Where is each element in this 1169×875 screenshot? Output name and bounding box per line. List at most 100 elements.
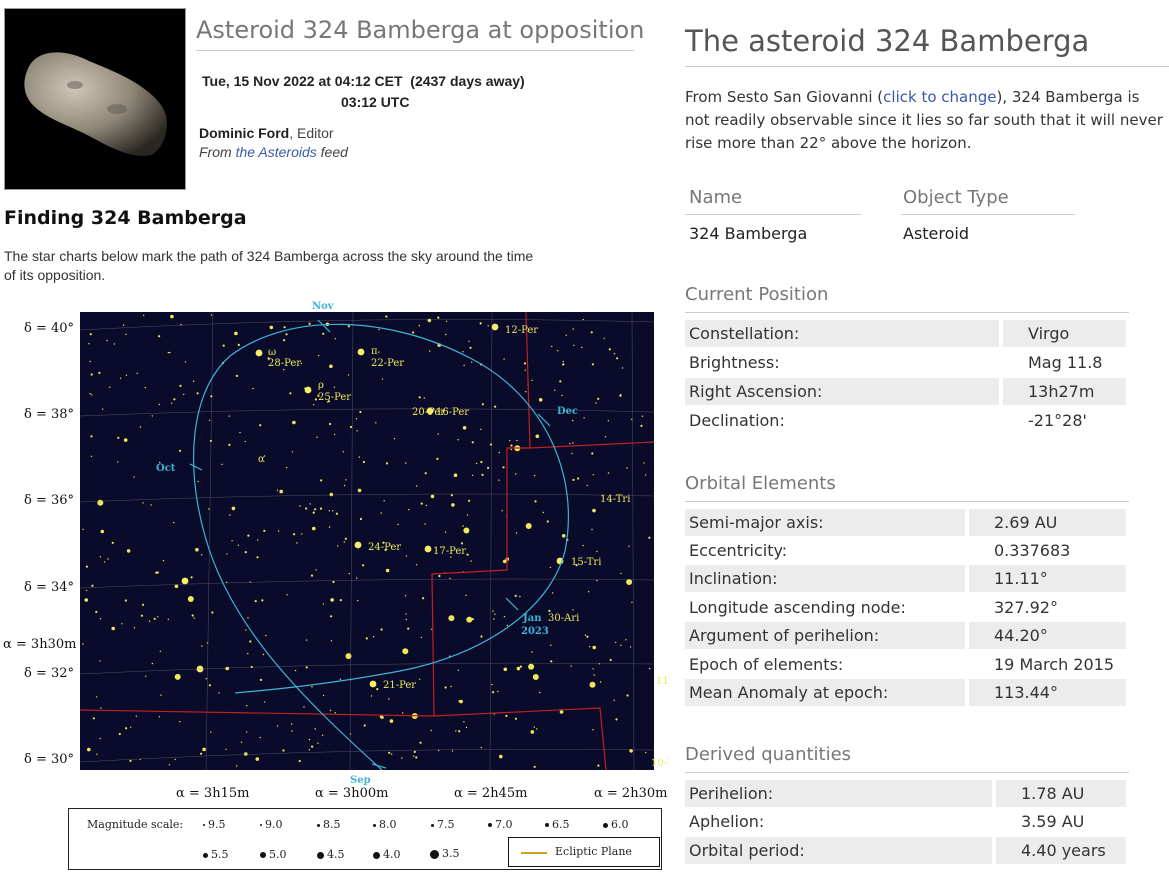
star (487, 325, 489, 327)
constellation-link[interactable]: Virgo (1028, 324, 1070, 343)
title-divider (196, 50, 634, 51)
star (317, 394, 320, 397)
star (225, 666, 230, 671)
star (308, 322, 311, 325)
star (533, 474, 536, 477)
star (519, 665, 523, 668)
star (561, 534, 566, 538)
star (339, 599, 342, 602)
star (320, 479, 323, 482)
star (311, 686, 313, 688)
star (645, 751, 647, 754)
star (239, 431, 241, 434)
star (402, 648, 409, 655)
mag-value: 6.5 (552, 818, 570, 831)
star-label-21-per: 21-Per (383, 680, 416, 691)
star (510, 448, 512, 451)
mag-value: 5.0 (269, 848, 287, 861)
mag-value: 7.0 (495, 818, 513, 831)
asteroid-thumbnail[interactable] (4, 8, 186, 190)
star (626, 467, 628, 469)
star (390, 753, 393, 755)
star (90, 373, 93, 376)
star (581, 346, 583, 349)
star (183, 393, 185, 396)
star (257, 539, 259, 541)
star (388, 698, 390, 700)
star (469, 346, 472, 349)
star (643, 462, 645, 464)
star (88, 343, 90, 345)
star (505, 714, 508, 717)
mag-7-0: 7.0 (488, 818, 513, 831)
star (89, 360, 91, 363)
star (337, 545, 339, 547)
star (437, 749, 440, 752)
mag-value: 4.0 (383, 848, 401, 861)
star (471, 618, 474, 621)
days-away: (2437 days away) (410, 73, 525, 89)
star (303, 706, 305, 708)
star (126, 549, 131, 553)
orbit-row-longitude-node: Longitude ascending node: 327.92° (685, 594, 1126, 621)
star-label-omega: ω (268, 347, 276, 358)
star (125, 727, 128, 730)
star (389, 719, 394, 723)
star (305, 666, 308, 669)
star (525, 523, 532, 529)
star (422, 597, 425, 600)
star (179, 449, 182, 452)
star (592, 474, 594, 476)
star (514, 717, 518, 720)
star (236, 765, 238, 767)
star (572, 609, 574, 611)
star (549, 566, 552, 569)
star (640, 424, 643, 427)
mag-dot (203, 824, 205, 826)
star (237, 544, 239, 546)
star (465, 594, 467, 597)
star (235, 374, 238, 377)
star (412, 331, 415, 334)
star (420, 502, 423, 505)
star (308, 749, 311, 751)
star (321, 734, 324, 736)
star (133, 627, 136, 629)
change-location-link[interactable]: click to change (883, 88, 997, 106)
row-label: Semi-major axis: (689, 513, 824, 532)
mag-dot (430, 849, 439, 859)
feed-prefix: From (199, 144, 236, 160)
star (559, 710, 564, 714)
star (592, 729, 594, 731)
star (174, 673, 181, 680)
editor-name[interactable]: Dominic Ford (199, 125, 290, 141)
star (528, 663, 535, 670)
star (100, 707, 102, 709)
star (603, 337, 605, 339)
orbit-row-semi-major-axis: Semi-major axis: 2.69 AU (685, 509, 1126, 536)
row-value: 327.92° (994, 598, 1058, 617)
star (261, 599, 264, 602)
star (539, 691, 541, 694)
star-chart[interactable]: ω 28-Per π 22-Per ρ 25-Per 20-Per 16-Per… (0, 296, 668, 800)
row-label: Brightness: (689, 353, 780, 372)
dec-label-40: δ = 40° (24, 321, 74, 336)
star (582, 544, 584, 547)
star (382, 541, 385, 544)
star (628, 545, 630, 547)
star (607, 472, 610, 474)
feed-link[interactable]: the Asteroids (235, 144, 317, 160)
star (91, 394, 93, 396)
star (559, 380, 562, 383)
mag-4-5: 4.5 (317, 848, 345, 861)
star (348, 572, 350, 575)
object-title: The asteroid 324 Bamberga (685, 24, 1090, 58)
star-label-14-tri: 14-Tri (600, 494, 630, 505)
star (329, 492, 334, 497)
editor-credit: Dominic Ford, Editor (199, 125, 334, 141)
star (240, 741, 243, 743)
derived-heading: Derived quantities (685, 744, 852, 765)
date-label-jan: Jan (522, 613, 542, 624)
star (551, 345, 553, 348)
star (385, 462, 389, 465)
